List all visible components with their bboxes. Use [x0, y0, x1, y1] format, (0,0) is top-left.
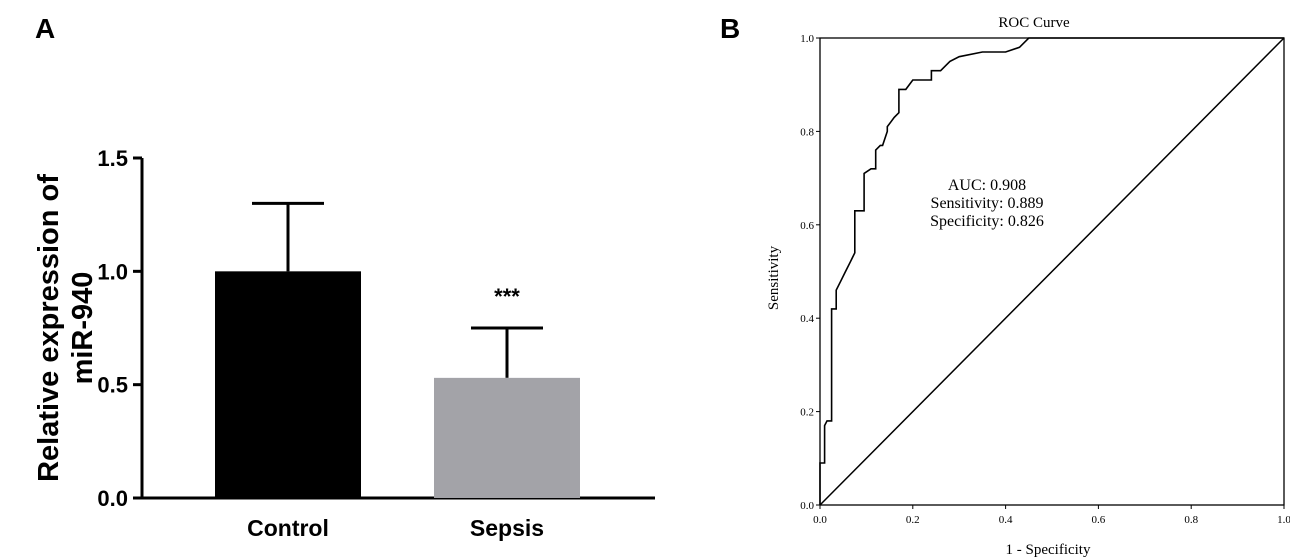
panel-label-b: B: [720, 13, 740, 44]
roc-chart-y-tick-label: 1.0: [800, 33, 814, 45]
bar-sepsis: [434, 377, 580, 498]
bar-chart: *** 0.0 0.5 1.0 1.5 Control Sepsis Relative …: [33, 146, 655, 541]
roc-chart-x-tick-label: 0.8: [1184, 514, 1198, 526]
roc-annotation-line: Sensitivity: 0.889: [931, 195, 1044, 212]
bar-chart-category-label: Sepsis: [470, 515, 544, 541]
bar-chart-bars: ***: [215, 201, 580, 498]
roc-chart-x-axis-label: 1 - Specificity: [1006, 542, 1091, 558]
roc-chart-y-tick-label: 0.6: [800, 220, 814, 232]
bar-control: [215, 271, 361, 498]
roc-chart-x-tick-label: 0.6: [1092, 514, 1106, 526]
bar-chart-y-axis-label: Relative expression ofmiR-940: [33, 174, 99, 482]
roc-annotation-line: AUC: 0.908: [948, 177, 1026, 194]
roc-chart-y-axis-label: Sensitivity: [766, 245, 782, 310]
roc-chart: ROC Curve 0.0 0.2 0.4 0.6 0.8 1.0 0.0 0.2 0.4 0.6…: [766, 15, 1290, 558]
significance-marker: ***: [494, 284, 520, 309]
bar-chart-category-label: Control: [247, 515, 329, 541]
bar-chart-y-ticks: 0.0 0.5 1.0 1.5: [97, 146, 142, 511]
roc-chart-title: ROC Curve: [998, 15, 1070, 31]
bar-chart-y-tick-label: 0.0: [97, 486, 128, 511]
roc-chart-x-tick-label: 0.0: [813, 514, 827, 526]
roc-chart-curves: [819, 37, 1285, 506]
bar-chart-y-tick-label: 0.5: [97, 373, 128, 398]
roc-chart-y-tick-label: 0.4: [800, 313, 814, 325]
roc-reference-diagonal: [819, 37, 1285, 506]
roc-curve-line: [819, 37, 1284, 505]
panel-label-a: A: [35, 13, 55, 44]
roc-chart-y-tick-label: 0.2: [800, 407, 814, 419]
roc-annotation-line: Specificity: 0.826: [930, 213, 1044, 230]
bar-chart-y-axis-label-line: Relative expression of: [33, 174, 65, 482]
roc-chart-x-tick-label: 0.2: [906, 514, 920, 526]
roc-chart-ticks: 0.0 0.2 0.4 0.6 0.8 1.0 0.0 0.2 0.4 0.6 0.8 1.0: [800, 33, 1290, 526]
bar-chart-categories: Control Sepsis: [247, 515, 544, 541]
roc-chart-x-tick-label: 1.0: [1277, 514, 1290, 526]
bar-chart-y-tick-label: 1.0: [97, 259, 128, 284]
roc-chart-y-tick-label: 0.8: [800, 126, 814, 138]
roc-chart-y-tick-label: 0.0: [800, 500, 814, 512]
roc-chart-x-tick-label: 0.4: [999, 514, 1013, 526]
bar-chart-y-axis-label-line: miR-940: [67, 272, 99, 385]
bar-chart-y-tick-label: 1.5: [97, 146, 128, 171]
